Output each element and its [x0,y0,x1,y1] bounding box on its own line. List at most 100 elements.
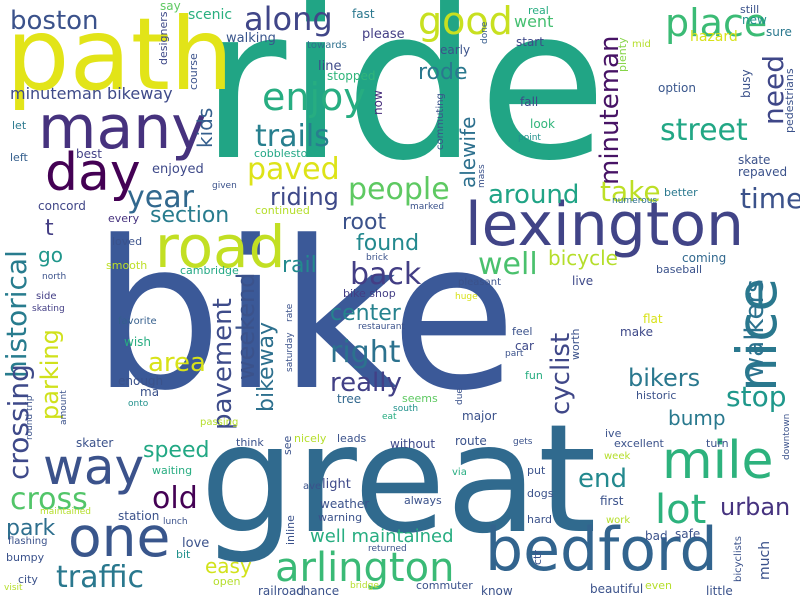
word-bad: bad [645,529,668,543]
word-bike: bike [92,198,517,436]
word-mile: mile [662,431,774,491]
word-bit: bit [176,548,191,561]
word-bedford: bedford [485,515,718,585]
word-side: side [36,291,57,302]
word-major: major [462,409,497,423]
word-around: around [488,180,580,210]
word-much: much [757,540,773,580]
word-week: week [604,451,631,462]
word-cobblestone: cobblestone [254,147,322,160]
word-passing: passing [200,417,239,428]
word-lexington: lexington [465,190,745,260]
word-end: end [578,464,627,494]
word-wish: wish [124,335,152,349]
word-hazard: hazard [690,29,738,45]
word-saturday: saturday [285,332,295,372]
word-open: open [213,575,241,588]
word-one: one [68,505,171,569]
word-huge: huge [455,292,478,302]
word-eat: eat [382,412,397,422]
word-safe: safe [675,527,701,541]
word-tree: tree [337,392,362,406]
word-enjoy: enjoy [262,75,366,119]
word-designers: designers [157,11,170,65]
word-bike-shop: bike shop [343,287,396,300]
word-city: city [18,573,38,586]
word-route: route [455,434,487,448]
word-round-trip: round trip [25,395,35,440]
word-say: say [160,0,181,13]
word-see: see [281,435,294,455]
word-enjoyed: enjoyed [152,162,204,177]
word-well: well [478,247,538,282]
word-without: without [390,437,436,451]
word-work: work [606,515,631,526]
word-railroad: railroad [258,584,304,598]
word-went: went [514,12,554,31]
word-walkers: walkers [740,279,770,378]
word-place: place [665,1,768,45]
word-take: take [600,175,661,208]
word-cross: cross [10,482,88,517]
word-area: area [148,348,206,378]
word-visit: visit [4,583,23,593]
word-light: light [322,477,351,492]
word-people: people [348,172,450,207]
word-rate: rate [285,303,295,322]
word-look: look [530,117,555,131]
word-trails: trails [255,119,330,154]
word-enough: enough [118,374,164,388]
word-great: great [200,393,597,567]
word-park: park [6,516,56,541]
word-easy: easy [205,554,252,578]
word-traffic: traffic [56,560,144,595]
word-maintained: maintained [40,507,91,517]
word-way: way [43,438,145,496]
word-fast: fast [352,7,375,21]
word-early: early [440,43,471,57]
word-option: option [658,81,696,95]
word-mass: mass [477,164,487,188]
word-now: now [371,90,385,115]
word-stopped: stopped [327,69,376,83]
word-restaurant: restaurant [358,322,405,332]
word-time: time [740,182,800,215]
word-hard: hard [527,513,553,526]
word-road: road [155,213,286,281]
word-stop: stop [726,380,787,413]
word-ave: ave [303,481,322,492]
word-skater: skater [76,436,114,450]
word-make: make [620,325,653,339]
word-given: given [212,181,237,191]
word-cambridge: cambridge [180,264,239,277]
word-riding: riding [270,183,339,211]
word-best: best [76,147,102,161]
word-station: station [118,509,160,523]
word-onto: onto [128,399,149,409]
word-mid: mid [632,39,651,50]
word-numerous: numerous [612,196,658,206]
word-left: left [10,151,28,164]
word-pedestrians: pedestrians [783,68,796,133]
word-skating: skating [32,304,65,314]
word-bikeway: bikeway [254,321,279,412]
word-nicely: nicely [294,432,327,445]
word-good: good [418,0,513,43]
word-downtown: downtown [782,413,792,460]
word-inline: inline [284,515,297,545]
word-coming: coming [682,251,727,265]
word-ctr: ctr [531,550,544,565]
word-rode: rode [418,60,468,85]
word-car: car [515,339,534,353]
word-minuteman-bikeway: minuteman bikeway [10,84,173,103]
word-start: start [516,35,544,49]
word-root: root [342,210,387,235]
word-busy: busy [739,69,753,98]
word-please: please [362,27,405,42]
word-lunch: lunch [163,517,188,527]
word-boston: boston [10,6,99,36]
word-part: part [505,349,524,359]
word-live: live [572,274,594,288]
word-dogs: dogs [527,487,554,500]
word-along: along [244,0,333,38]
